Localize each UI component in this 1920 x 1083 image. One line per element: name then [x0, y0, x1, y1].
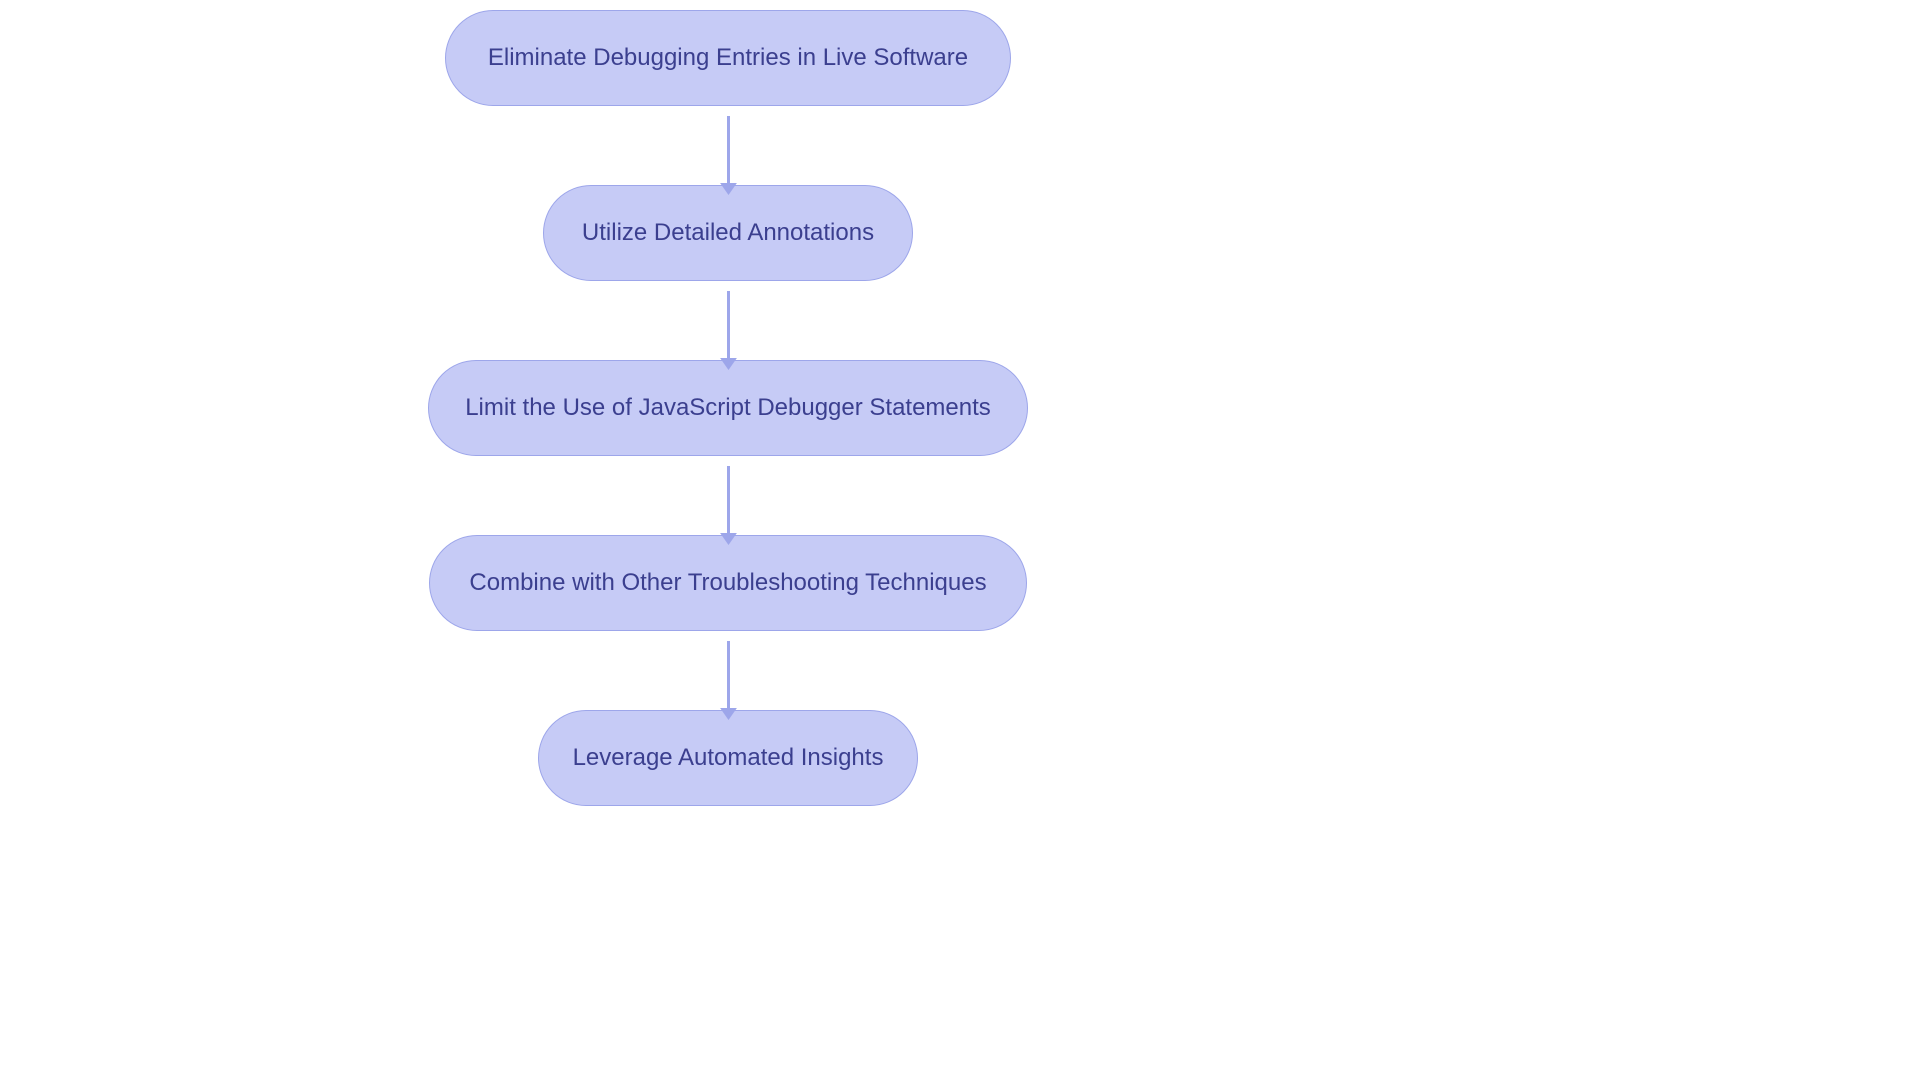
flowchart-node: Utilize Detailed Annotations — [543, 185, 913, 281]
flowchart-arrow — [718, 116, 739, 195]
flowchart-arrow — [718, 291, 739, 370]
flowchart-node-label: Leverage Automated Insights — [573, 744, 884, 772]
flowchart-node: Eliminate Debugging Entries in Live Soft… — [445, 10, 1011, 106]
flowchart-node-label: Eliminate Debugging Entries in Live Soft… — [488, 44, 968, 72]
flowchart-node: Leverage Automated Insights — [538, 710, 918, 806]
flowchart-canvas: Eliminate Debugging Entries in Live Soft… — [0, 0, 1920, 1083]
flowchart-node-label: Limit the Use of JavaScript Debugger Sta… — [465, 394, 991, 422]
flowchart-node: Limit the Use of JavaScript Debugger Sta… — [428, 360, 1028, 456]
flowchart-node-label: Utilize Detailed Annotations — [582, 219, 874, 247]
flowchart-node: Combine with Other Troubleshooting Techn… — [429, 535, 1027, 631]
flowchart-arrow — [718, 466, 739, 545]
flowchart-node-label: Combine with Other Troubleshooting Techn… — [469, 569, 986, 597]
flowchart-arrow — [718, 641, 739, 720]
